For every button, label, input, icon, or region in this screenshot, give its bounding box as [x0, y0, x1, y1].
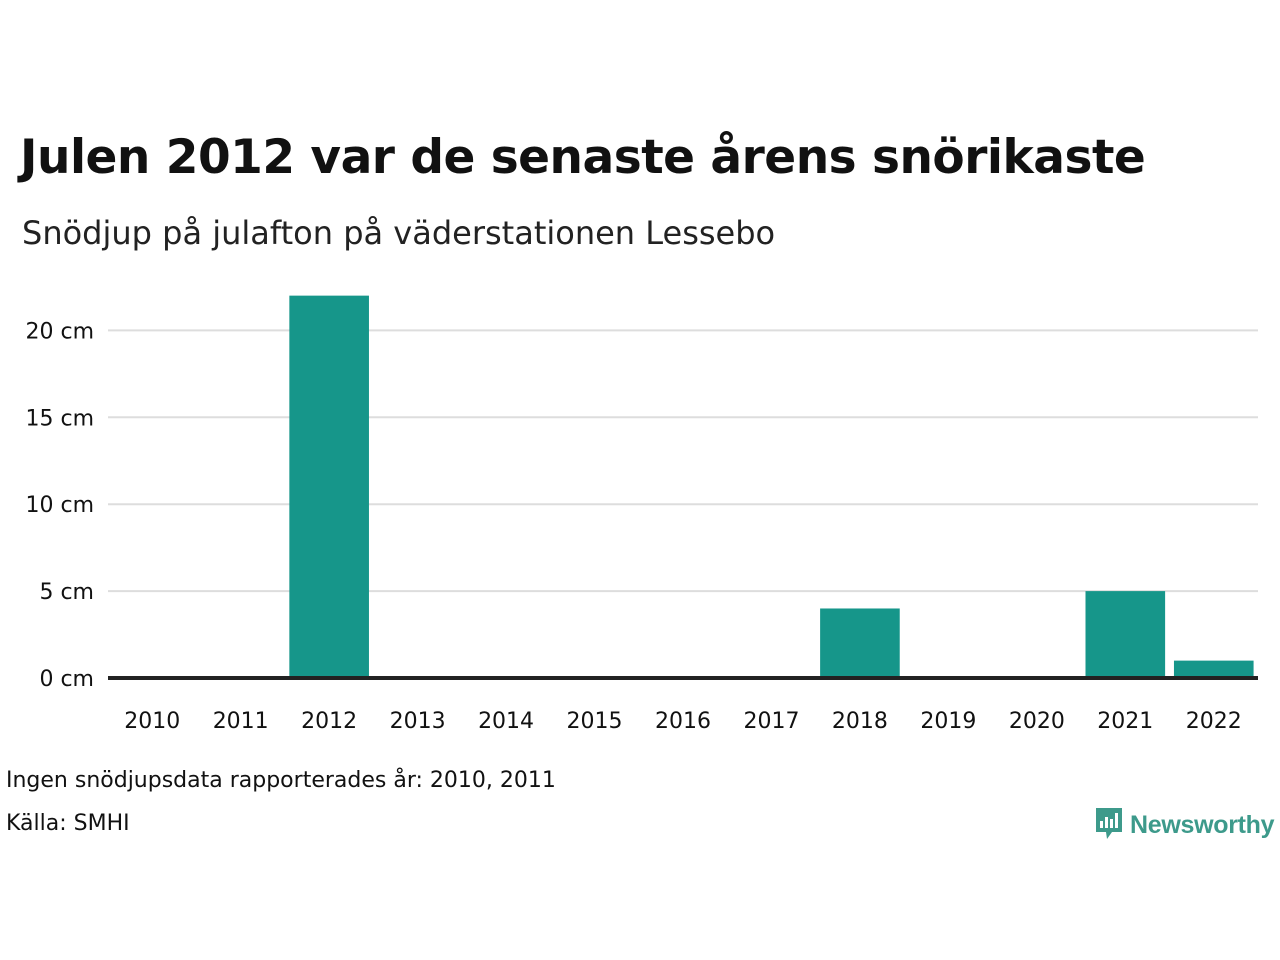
bar	[820, 608, 900, 678]
bar	[289, 295, 369, 678]
y-tick-label: 5 cm	[39, 580, 94, 605]
x-tick-label: 2013	[390, 709, 446, 734]
y-axis-ticks: 0 cm 5 cm 10 cm 15 cm 20 cm	[25, 319, 94, 692]
gridlines	[108, 329, 1258, 593]
x-tick-label: 2017	[743, 709, 799, 734]
chart-title: Julen 2012 var de senaste årens snörikas…	[20, 130, 1146, 185]
missing-data-note: Ingen snödjupsdata rapporterades år: 201…	[6, 768, 556, 793]
bar	[1173, 660, 1254, 678]
x-tick-label: 2022	[1186, 709, 1242, 734]
y-tick-label: 15 cm	[25, 406, 94, 431]
source-note: Källa: SMHI	[6, 811, 130, 836]
x-tick-label: 2019	[920, 709, 976, 734]
x-tick-label: 2021	[1097, 709, 1153, 734]
bars	[289, 295, 1254, 678]
newsworthy-logo-icon	[1094, 806, 1124, 844]
x-tick-label: 2014	[478, 709, 534, 734]
bar-chart: 0 cm 5 cm 10 cm 15 cm 20 cm 2010 2011 2012 2013…	[25, 295, 1258, 734]
x-axis-ticks: 2010 2011 2012 2013 2014 2015 2016 2017 2018 2019…	[124, 709, 1242, 734]
x-tick-label: 2016	[655, 709, 711, 734]
x-tick-label: 2012	[301, 709, 357, 734]
newsworthy-brand: Newsworthy	[1094, 806, 1275, 844]
chart-subtitle: Snödjup på julafton på väderstationen Le…	[22, 214, 776, 252]
x-tick-label: 2020	[1009, 709, 1065, 734]
brand-name: Newsworthy	[1130, 810, 1275, 839]
x-tick-label: 2011	[213, 709, 269, 734]
y-tick-label: 10 cm	[25, 493, 94, 518]
bar	[1085, 591, 1166, 678]
x-tick-label: 2010	[124, 709, 180, 734]
x-tick-label: 2015	[567, 709, 623, 734]
y-tick-label: 0 cm	[39, 667, 94, 692]
x-tick-label: 2018	[832, 709, 888, 734]
y-tick-label: 20 cm	[25, 319, 94, 344]
